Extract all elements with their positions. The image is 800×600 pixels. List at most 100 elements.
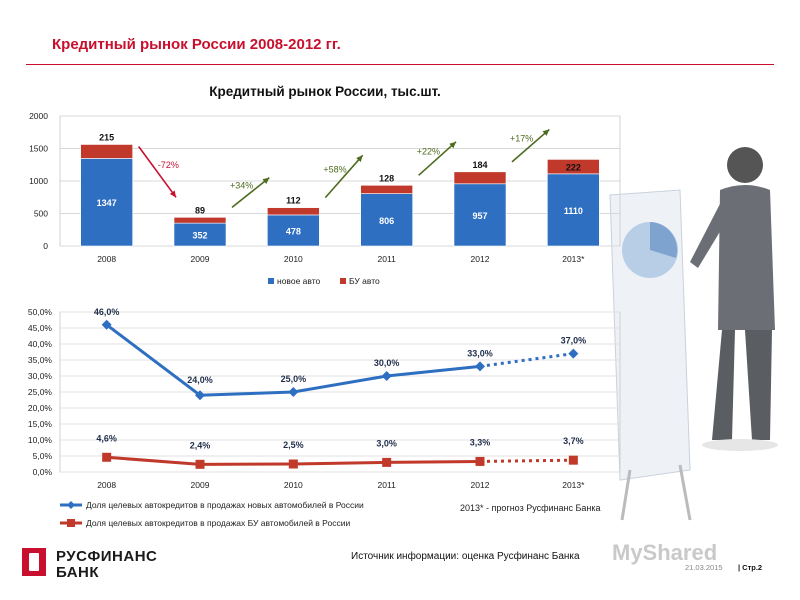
bar-y-tick-label: 1000 <box>29 176 48 186</box>
line-point <box>288 387 299 397</box>
bar-legend-swatch <box>340 278 346 284</box>
bar-x-tick-label: 2011 <box>378 254 397 264</box>
bar-value-label: 184 <box>472 160 487 170</box>
source-text: Источник информации: оценка Русфинанс Ба… <box>351 551 580 562</box>
bar-legend-swatch <box>268 278 274 284</box>
page-number: | Стр.2 <box>738 563 763 572</box>
bar-value-label: 1347 <box>97 198 117 208</box>
bank-name: РУСФИНАНС БАНК <box>56 548 158 581</box>
bar-value-label: 352 <box>192 231 207 241</box>
growth-label: -72% <box>158 160 179 170</box>
growth-arrowhead <box>262 177 270 184</box>
bar-segment-used <box>173 217 227 224</box>
bar-y-tick-label: 0 <box>43 241 48 251</box>
line-point <box>101 319 112 330</box>
line-y-tick-label: 15,0% <box>28 419 53 429</box>
growth-arrow <box>138 145 177 198</box>
title-divider <box>26 64 774 65</box>
slide-title: Кредитный рынок России 2008-2012 гг. <box>52 36 341 53</box>
bar-y-tick-label: 500 <box>34 209 48 219</box>
line-legend-label: Доля целевых автокредитов в продажах БУ … <box>86 518 350 528</box>
growth-arrowhead <box>542 129 550 136</box>
bar-segment-used <box>360 184 413 194</box>
bar-value-label: 215 <box>99 132 114 142</box>
line-data-label: 33,0% <box>467 348 493 358</box>
line-point <box>475 361 485 372</box>
line-y-tick-label: 40,0% <box>28 339 53 349</box>
line-data-label: 4,6% <box>96 433 117 443</box>
line-series-forecast-0 <box>479 352 574 368</box>
line-data-label: 24,0% <box>187 375 213 385</box>
forecast-footnote: 2013* - прогноз Русфинанс Банка <box>460 503 601 513</box>
growth-label: +34% <box>230 180 253 190</box>
line-y-tick-label: 10,0% <box>28 435 53 445</box>
line-y-tick-label: 30,0% <box>28 371 53 381</box>
bar-value-label: 128 <box>379 173 394 183</box>
line-point <box>195 459 205 469</box>
line-y-tick-label: 50,0% <box>28 307 53 317</box>
line-data-label: 3,0% <box>376 438 397 448</box>
line-x-tick-label: 2011 <box>378 480 397 490</box>
bar-segment-new <box>360 193 413 247</box>
line-data-label: 3,3% <box>470 437 491 447</box>
line-point <box>381 371 392 381</box>
line-x-tick-label: 2009 <box>191 480 210 490</box>
line-x-tick-label: 2012 <box>471 480 490 490</box>
footer-date: 21.03.2015 <box>685 563 723 572</box>
line-point <box>568 348 579 359</box>
bar-segment-used <box>453 171 507 185</box>
growth-arrow <box>511 128 550 163</box>
bar-x-tick-label: 2008 <box>97 254 116 264</box>
bar-chart-title: Кредитный рынок России, тыс.шт. <box>209 84 441 99</box>
bar-value-label: 806 <box>379 216 394 226</box>
bar-legend-label: БУ авто <box>349 276 380 286</box>
growth-label: +22% <box>417 147 440 157</box>
line-data-label: 3,7% <box>563 436 584 446</box>
growth-label: +58% <box>323 164 346 174</box>
bar-legend-label: новое авто <box>277 276 321 286</box>
line-y-tick-label: 35,0% <box>28 355 53 365</box>
line-y-tick-label: 20,0% <box>28 403 53 413</box>
bar-x-tick-label: 2010 <box>284 254 303 264</box>
line-legend-marker <box>67 501 75 509</box>
bar-segment-used <box>547 159 600 175</box>
line-data-label: 37,0% <box>561 336 587 346</box>
watermark-text: MyShared <box>612 540 718 565</box>
line-point <box>475 456 485 466</box>
bank-logo-icon <box>22 548 46 576</box>
line-legend-label: Доля целевых автокредитов в продажах нов… <box>86 500 364 510</box>
growth-arrowhead <box>449 141 456 149</box>
line-y-tick-label: 25,0% <box>28 387 53 397</box>
growth-label: +17% <box>510 134 533 144</box>
line-point <box>102 452 112 462</box>
line-y-tick-label: 0,0% <box>33 467 53 477</box>
bar-segment-new <box>547 173 600 247</box>
growth-arrowhead <box>356 155 363 163</box>
line-data-label: 2,4% <box>190 440 211 450</box>
bar-x-tick-label: 2013* <box>562 254 585 264</box>
bar-x-tick-label: 2009 <box>191 254 210 264</box>
growth-arrowhead <box>169 190 176 198</box>
line-legend-marker <box>67 519 75 527</box>
line-y-tick-label: 5,0% <box>33 451 53 461</box>
bar-segment-used <box>267 207 320 216</box>
bar-value-label: 112 <box>286 196 301 206</box>
line-point <box>288 459 298 469</box>
line-y-tick-label: 45,0% <box>28 323 53 333</box>
bar-segment-used <box>80 144 133 159</box>
bar-y-tick-label: 1500 <box>29 144 48 154</box>
line-x-tick-label: 2013* <box>562 480 585 490</box>
bar-value-label: 957 <box>472 211 487 221</box>
line-data-label: 30,0% <box>374 358 400 368</box>
bar-value-label: 478 <box>286 226 301 236</box>
growth-arrow <box>324 154 364 199</box>
line-x-tick-label: 2008 <box>97 480 116 490</box>
growth-arrow <box>418 141 457 176</box>
line-point <box>568 455 578 465</box>
line-data-label: 25,0% <box>281 374 307 384</box>
growth-arrow <box>231 177 270 208</box>
line-series-forecast-1 <box>479 458 574 463</box>
bar-segment-new <box>453 183 507 247</box>
